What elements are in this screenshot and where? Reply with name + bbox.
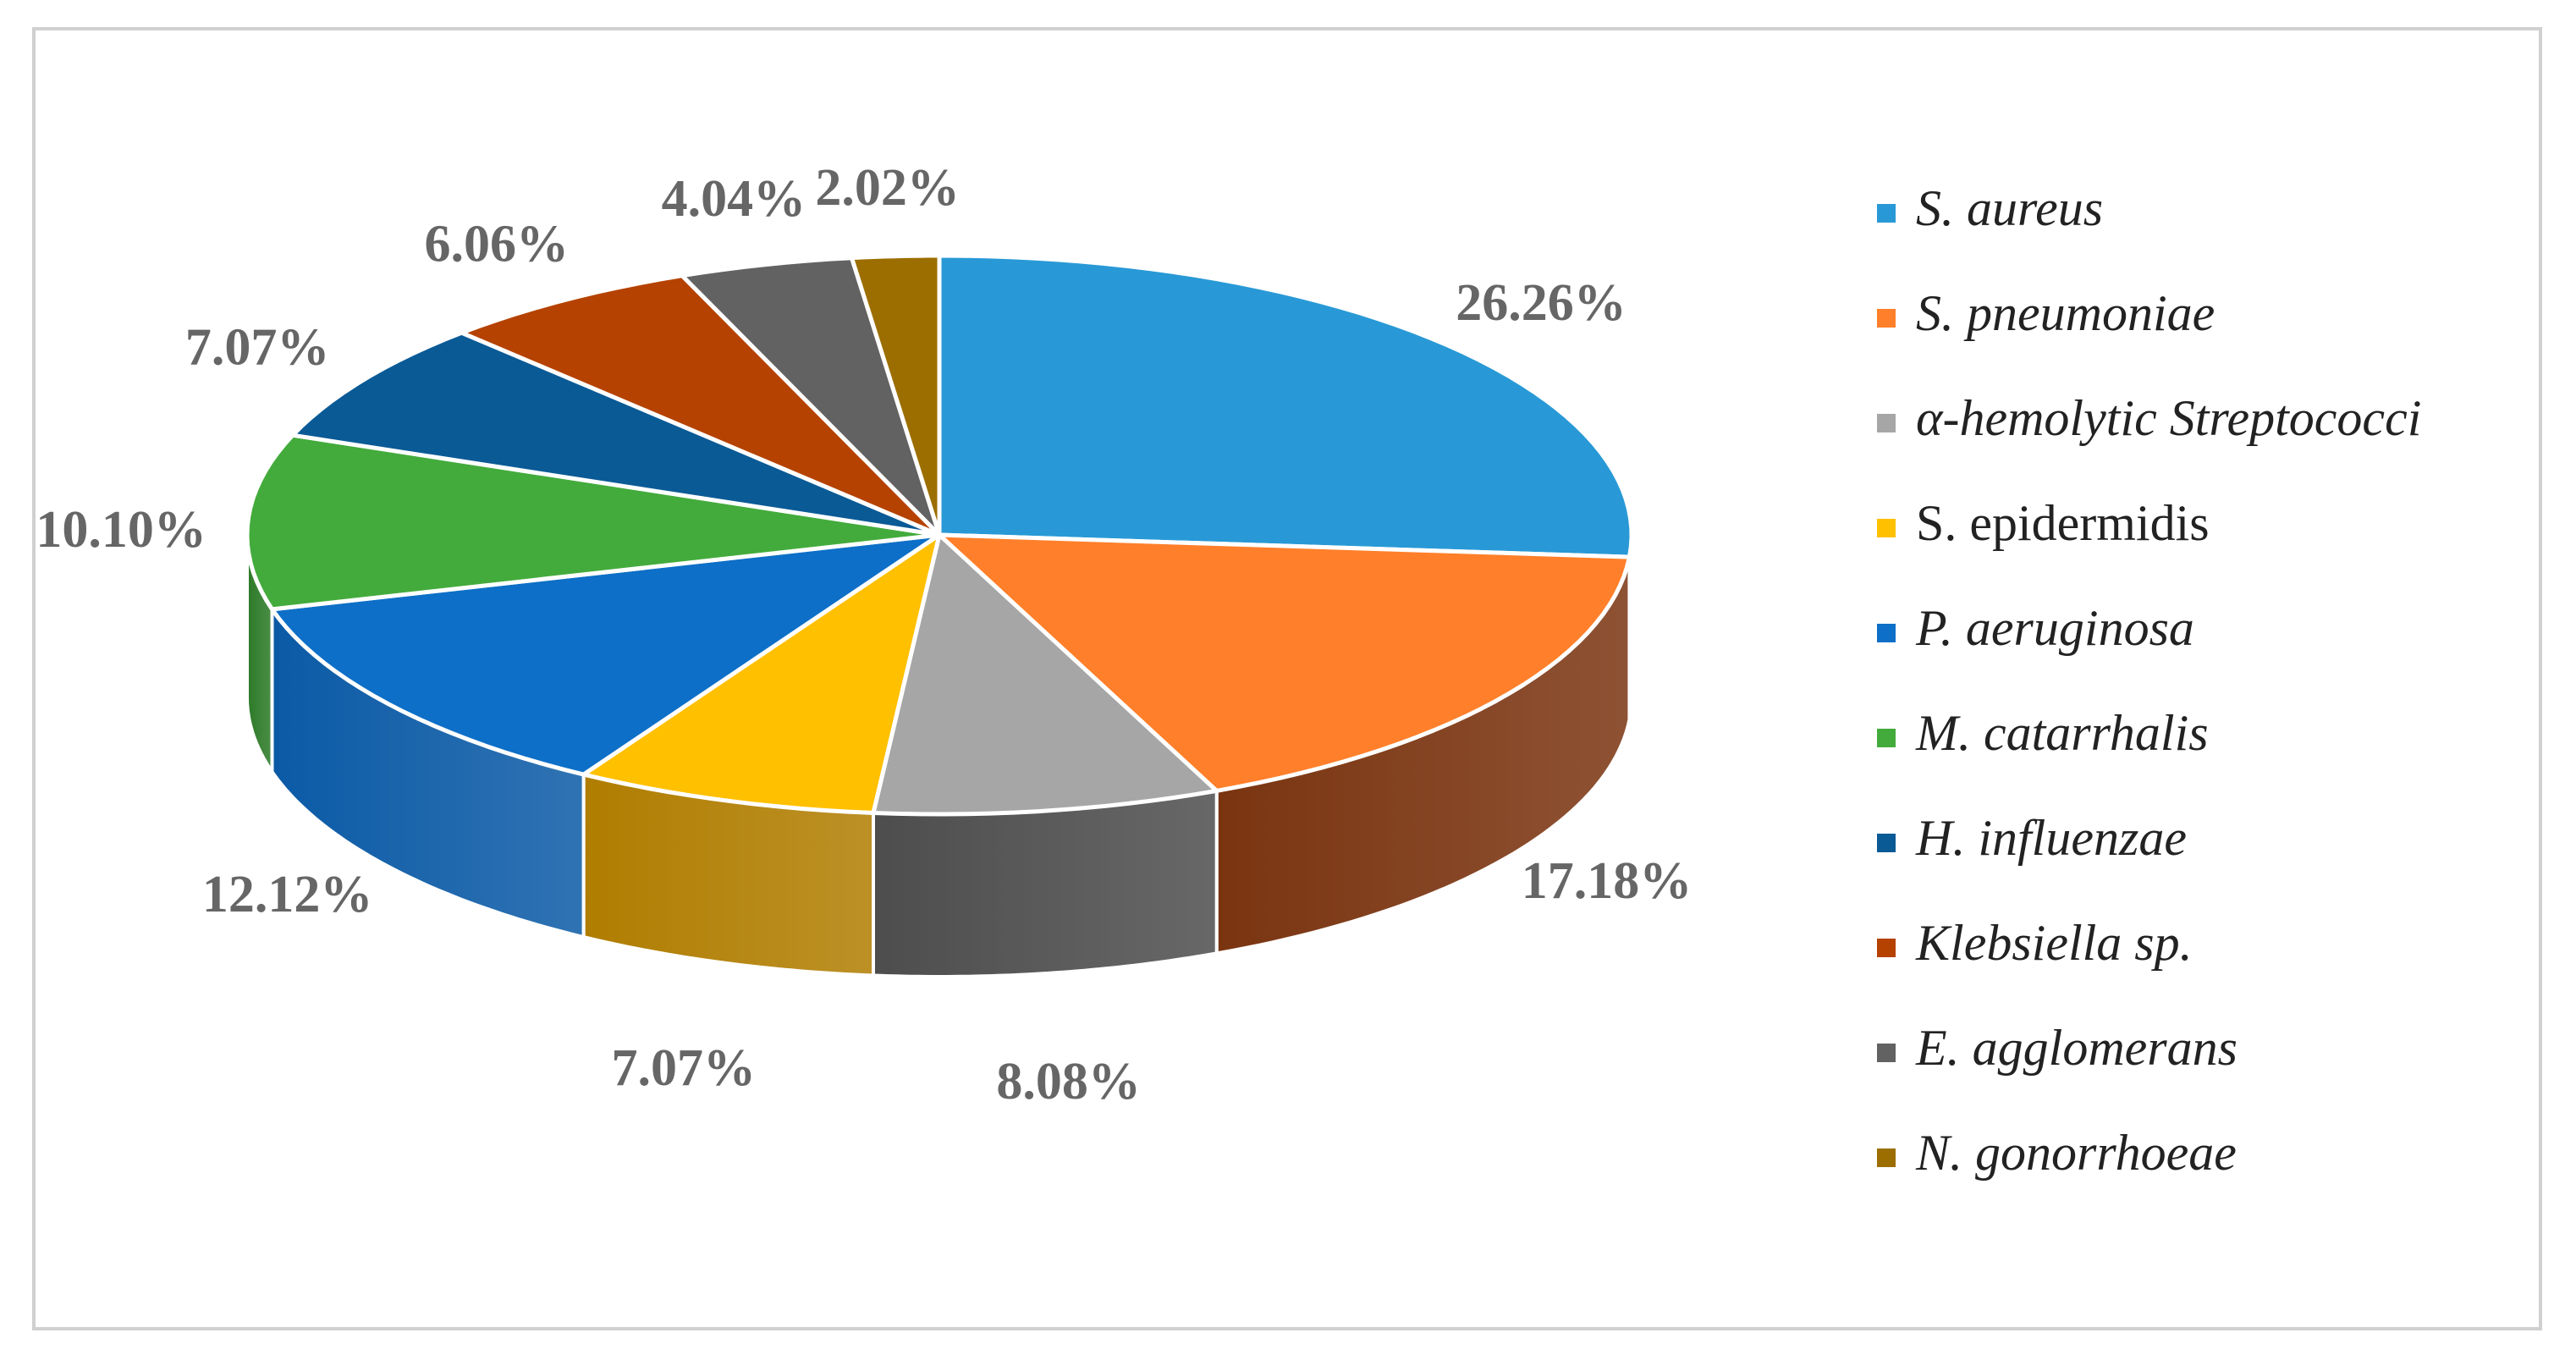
data-label-hemolytic-streptococci: 8.08%	[996, 1053, 1141, 1110]
pie-tops	[245, 253, 1634, 817]
legend-swatch	[1877, 309, 1896, 328]
data-label-n-gonorrhoeae: 2.02%	[815, 159, 960, 217]
pie-slice-klebsiella-sp	[460, 273, 942, 537]
legend-swatch	[1877, 729, 1896, 747]
legend-item-s-pneumoniae: S. pneumoniae	[1877, 285, 2215, 341]
legend-item-n-gonorrhoeae: N. gonorrhoeae	[1877, 1125, 2237, 1181]
data-label-s-aureus: 26.26%	[1456, 274, 1627, 332]
legend-item-s-epidermidis: S. epidermidis	[1877, 495, 2210, 551]
pie-labels: 26.26% 17.18% 8.08% 7.07% 12.12% 10.10% 7.07% 6…	[36, 159, 1692, 1110]
legend-swatch	[1877, 834, 1896, 852]
data-label-m-catarrhalis: 10.10%	[36, 501, 206, 559]
pie-sides	[245, 533, 1633, 978]
legend-swatch	[1877, 519, 1896, 537]
legend-swatch	[1877, 1044, 1896, 1062]
legend-label: Klebsiella sp.	[1915, 915, 2193, 971]
data-label-e-agglomerans: 4.04%	[662, 170, 806, 228]
data-label-h-influenzae: 7.07%	[185, 319, 330, 377]
pie-slice-s-pneumoniae	[937, 532, 1632, 793]
pie-slice-n-gonorrhoeae	[850, 253, 942, 537]
legend-swatch	[1877, 414, 1896, 432]
legend-item-p-aeruginosa: P. aeruginosa	[1877, 600, 2194, 656]
pie-slice-m-catarrhalis	[245, 432, 942, 612]
legend-label: S. epidermidis	[1916, 495, 2210, 551]
pie-slice-e-agglomerans	[680, 256, 942, 537]
legend-swatch	[1877, 204, 1896, 223]
legend-swatch	[1877, 624, 1896, 642]
pie-side-hemolytic-streptococci	[872, 789, 1219, 978]
legend-label: P. aeruginosa	[1915, 600, 2194, 656]
pie-slice-p-aeruginosa	[270, 532, 942, 777]
legend-item-e-agglomerans: E. agglomerans	[1877, 1020, 2237, 1076]
legend-swatch	[1877, 1148, 1896, 1167]
legend-item-s-aureus: S. aureus	[1877, 180, 2103, 236]
pie-slice-s-epidermidis	[581, 532, 942, 815]
legend-item-hemolytic-streptococci: α-hemolytic Streptococci	[1877, 390, 2421, 446]
data-label-p-aeruginosa: 12.12%	[202, 866, 373, 923]
legend: S. aureus S. pneumoniae α-hemolytic Strept…	[1877, 180, 2421, 1181]
legend-label: S. pneumoniae	[1916, 285, 2215, 341]
legend-label: S. aureus	[1916, 180, 2103, 236]
pie-slice-hemolytic-streptococci	[871, 532, 1219, 817]
legend-label: E. agglomerans	[1915, 1020, 2237, 1076]
legend-label: N. gonorrhoeae	[1915, 1125, 2237, 1181]
legend-label: H. influenzae	[1915, 810, 2187, 866]
legend-item-h-influenzae: H. influenzae	[1877, 810, 2187, 866]
data-label-s-epidermidis: 7.07%	[611, 1039, 756, 1097]
legend-label: M. catarrhalis	[1915, 705, 2209, 761]
legend-label: α-hemolytic Streptococci	[1916, 390, 2421, 446]
data-label-s-pneumoniae: 17.18%	[1522, 852, 1693, 910]
pie-slice-h-influenzae	[290, 330, 942, 537]
legend-item-klebsiella-sp: Klebsiella sp.	[1877, 915, 2193, 971]
pie-slice-s-aureus	[937, 253, 1634, 559]
legend-item-m-catarrhalis: M. catarrhalis	[1877, 705, 2209, 761]
data-label-klebsiella-sp: 6.06%	[424, 216, 569, 273]
legend-swatch	[1877, 939, 1896, 957]
